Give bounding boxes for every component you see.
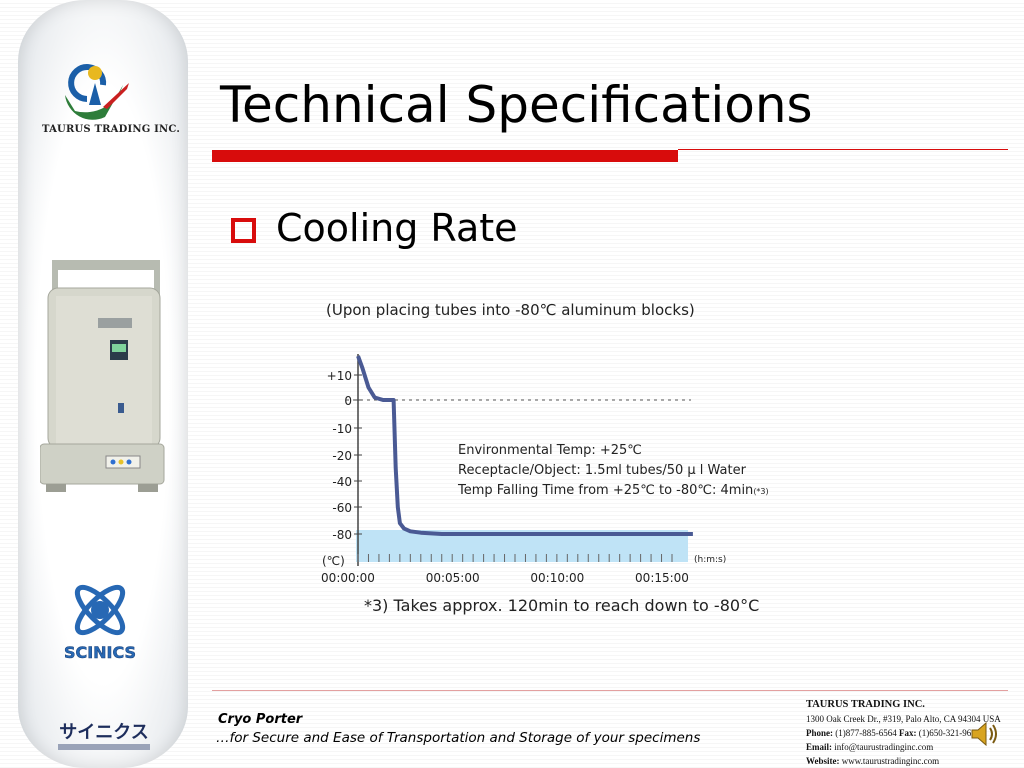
- company-phone-fax: Phone: (1)877-885-6564 Fax: (1)650-321-9…: [806, 728, 972, 738]
- chart-series-line: [356, 355, 693, 536]
- footer-divider: [212, 690, 1008, 691]
- footer-tagline: …for Secure and Ease of Transportation a…: [216, 730, 701, 746]
- bullet-cooling-rate: Cooling Rate: [276, 206, 518, 250]
- company-website: Website: www.taurustradinginc.com: [806, 756, 940, 766]
- company-address: 1300 Oak Creek Dr., #319, Palo Alto, CA …: [806, 714, 1001, 724]
- taurus-logo-icon: [65, 64, 129, 120]
- chart-y-tick-label: -60: [332, 501, 352, 515]
- chart-annotation-3-text: Temp Falling Time from +25℃ to -80℃: 4mi…: [457, 483, 753, 498]
- chart-y-tick-label: -10: [332, 422, 352, 436]
- chart-xlabel: (h:m:s): [694, 555, 726, 565]
- chart-annotation-1: Environmental Temp: +25℃: [458, 443, 642, 458]
- chart-annotation-note-marker: (*3): [753, 487, 768, 496]
- slide-title: Technical Specifications: [220, 76, 813, 134]
- title-red-bar: [212, 150, 678, 162]
- footer-product-name: Cryo Porter: [218, 712, 303, 727]
- chart-annotation-2: Receptacle/Object: 1.5ml tubes/50 μ l Wa…: [458, 463, 747, 478]
- chart-y-tick-label: -80: [332, 528, 352, 542]
- company-name: TAURUS TRADING INC.: [806, 699, 925, 710]
- scinics-jp-logo: サイニクス: [54, 718, 154, 758]
- scinics-jp-logo-text: サイニクス: [59, 722, 148, 743]
- title-red-line: [678, 149, 1008, 150]
- scinics-atom-icon: SCINICS: [64, 584, 136, 662]
- chart-y-tick-label: -40: [332, 475, 352, 489]
- chart-x-tick-label: 00:05:00: [426, 571, 480, 585]
- chart-ylabel: (℃): [322, 554, 345, 568]
- chart-footnote: *3) Takes approx. 120min to reach down t…: [364, 596, 759, 615]
- scinics-logo-text: SCINICS: [64, 643, 136, 662]
- speaker-icon[interactable]: [968, 718, 1000, 754]
- chart-x-tick-label: 00:00:00: [321, 571, 375, 585]
- chart-title: (Upon placing tubes into -80℃ aluminum b…: [326, 301, 695, 319]
- company-email: Email: info@taurustradinginc.com: [806, 742, 934, 752]
- company-info: TAURUS TRADING INC. 1300 Oak Creek Dr., …: [806, 698, 1001, 768]
- chart-y-tick-label: +10: [327, 369, 352, 383]
- cooling-rate-chart: (Upon placing tubes into -80℃ aluminum b…: [321, 301, 769, 615]
- chart-x-tick-label: 00:15:00: [635, 571, 689, 585]
- chart-annotation-3: Temp Falling Time from +25℃ to -80℃: 4mi…: [457, 483, 769, 498]
- bullet-square-icon: [231, 218, 256, 243]
- cryo-porter-device-image: [39, 258, 170, 497]
- chart-x-tick-label: 00:10:00: [530, 571, 584, 585]
- chart-y-tick-label: -20: [332, 449, 352, 463]
- taurus-logo: [35, 55, 175, 129]
- chart-y-tick-label: 0: [344, 394, 352, 408]
- taurus-logo-text: TAURUS TRADING INC.: [42, 124, 181, 135]
- scinics-logo: SCINICS: [64, 576, 136, 668]
